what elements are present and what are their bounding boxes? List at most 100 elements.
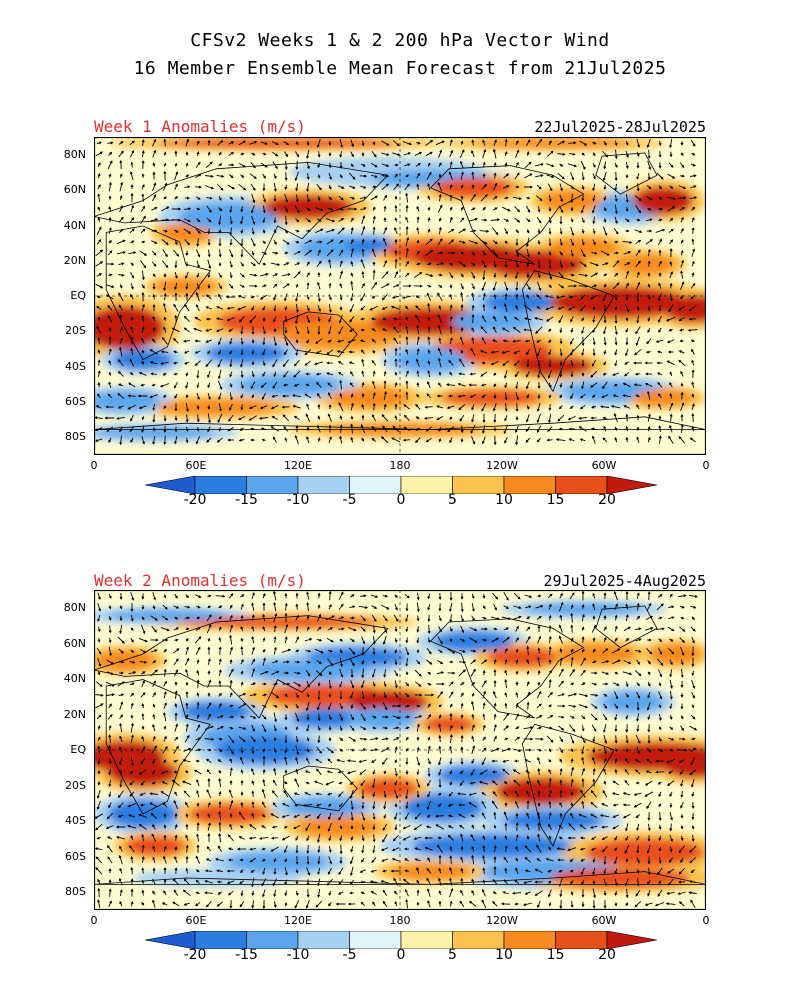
wind-arrow	[130, 702, 134, 709]
wind-arrow	[513, 592, 521, 600]
wind-arrow	[526, 835, 530, 840]
wind-arrow	[205, 317, 212, 321]
wind-arrow	[602, 648, 609, 654]
wind-arrow	[229, 624, 233, 633]
wind-arrow	[449, 781, 453, 786]
wind-arrow	[602, 714, 608, 721]
wind-arrow	[371, 668, 376, 678]
wind-arrow	[669, 381, 673, 388]
wind-arrow	[391, 295, 400, 299]
week1-colorbar	[145, 476, 657, 494]
wind-arrow	[196, 616, 201, 620]
wind-arrow	[601, 825, 608, 829]
wind-arrow	[590, 693, 599, 697]
wind-arrow	[580, 789, 586, 798]
anomaly-shading	[402, 793, 483, 822]
wind-arrow	[591, 205, 596, 214]
wind-arrow	[394, 901, 398, 907]
wind-arrow	[141, 193, 145, 202]
wind-arrow	[394, 824, 398, 831]
wind-arrow	[262, 305, 266, 311]
wind-arrow	[260, 382, 267, 389]
wind-arrow	[678, 317, 685, 321]
wind-arrow	[570, 901, 574, 908]
wind-arrow	[449, 845, 453, 852]
wind-arrow	[426, 393, 432, 399]
wind-arrow	[130, 271, 134, 279]
anomaly-shading	[329, 387, 410, 408]
wind-arrow	[691, 779, 695, 788]
wind-arrow	[679, 626, 686, 632]
wind-arrow	[118, 141, 124, 145]
wind-arrow	[457, 383, 466, 387]
wind-arrow	[592, 394, 596, 399]
wind-arrow	[141, 725, 145, 730]
wind-arrow	[348, 350, 355, 354]
wind-arrow	[314, 780, 324, 785]
wind-arrow	[592, 592, 596, 599]
wind-arrow	[416, 324, 420, 335]
wind-arrow	[248, 836, 257, 840]
wind-arrow	[273, 712, 278, 723]
wind-arrow	[271, 670, 280, 676]
wind-arrow	[405, 316, 409, 321]
wind-arrow	[305, 383, 310, 387]
wind-arrow	[504, 679, 508, 689]
wind-arrow	[460, 867, 464, 874]
wind-arrow	[569, 668, 575, 677]
wind-arrow	[438, 745, 442, 754]
wind-arrow	[361, 140, 365, 147]
anomaly-shading	[102, 318, 147, 343]
wind-arrow	[251, 636, 255, 644]
wind-arrow	[491, 227, 499, 236]
wind-arrow	[195, 626, 201, 631]
wind-arrow	[118, 693, 125, 697]
wind-arrow	[603, 218, 607, 223]
wind-arrow	[394, 403, 398, 410]
wind-arrow	[372, 769, 376, 775]
wind-arrow	[502, 637, 510, 643]
wind-arrow	[152, 326, 156, 333]
wind-arrow	[493, 172, 497, 179]
wind-arrow	[612, 814, 619, 818]
wind-arrow	[558, 869, 563, 873]
wind-arrow	[646, 338, 652, 345]
wind-arrow	[416, 736, 420, 741]
wind-arrow	[195, 436, 201, 445]
latitude-label: 20S	[65, 778, 86, 792]
wind-arrow	[403, 847, 410, 851]
wind-arrow	[482, 270, 486, 281]
wind-arrow	[260, 427, 267, 431]
wind-arrow	[207, 670, 211, 675]
wind-arrow	[580, 249, 586, 258]
wind-arrow	[471, 593, 475, 599]
wind-arrow	[570, 734, 575, 744]
wind-arrow	[449, 770, 453, 775]
wind-arrow	[680, 423, 684, 434]
wind-arrow	[383, 649, 387, 654]
wind-arrow	[504, 437, 508, 444]
wind-arrow	[118, 854, 123, 865]
wind-arrow	[195, 891, 200, 895]
wind-arrow	[537, 393, 541, 400]
wind-arrow	[567, 415, 576, 421]
wind-arrow	[658, 736, 662, 742]
wind-arrow	[427, 725, 431, 730]
wind-arrow	[690, 139, 696, 147]
wind-arrow	[284, 624, 289, 634]
wind-arrow	[688, 880, 697, 884]
wind-arrow	[471, 404, 475, 411]
wind-arrow	[504, 251, 508, 256]
wind-arrow	[295, 293, 299, 302]
wind-arrow	[118, 262, 125, 266]
wind-arrow	[372, 901, 376, 907]
wind-arrow	[570, 381, 574, 389]
wind-arrow	[193, 769, 202, 775]
wind-arrow	[361, 248, 365, 257]
wind-arrow	[416, 704, 421, 708]
wind-arrow	[160, 350, 169, 354]
wind-arrow	[163, 813, 167, 819]
wind-arrow	[657, 669, 663, 678]
wind-arrow	[546, 150, 554, 157]
wind-arrow	[361, 215, 366, 224]
